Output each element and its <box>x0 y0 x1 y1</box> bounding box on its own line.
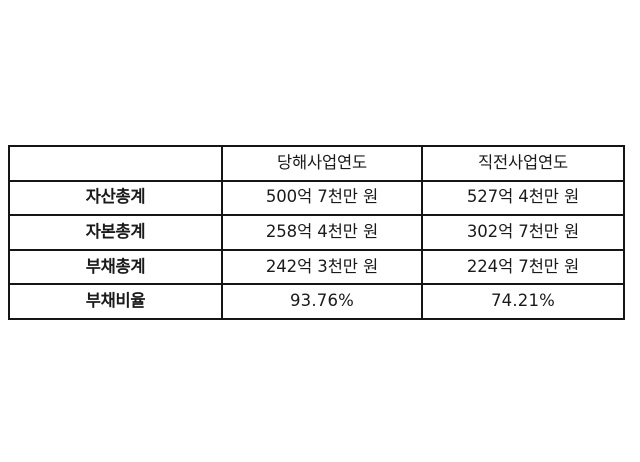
cell-total-equity-previous: 302억 7천만 원 <box>421 214 625 251</box>
table-row: 자산총계 500억 7천만 원 527억 4천만 원 <box>8 179 625 217</box>
column-header-previous-year: 직전사업연도 <box>421 145 625 182</box>
financial-summary-table: 당해사업연도 직전사업연도 자산총계 500억 7천만 원 527억 4천만 원… <box>8 145 625 320</box>
financial-summary-table-container: 당해사업연도 직전사업연도 자산총계 500억 7천만 원 527억 4천만 원… <box>8 145 625 320</box>
cell-debt-ratio-previous: 74.21% <box>421 283 625 320</box>
cell-debt-ratio-current: 93.76% <box>221 283 423 320</box>
cell-total-liabilities-previous: 224억 7천만 원 <box>421 248 625 286</box>
row-label-total-assets: 자산총계 <box>8 179 223 217</box>
cell-total-equity-current: 258억 4천만 원 <box>221 214 423 251</box>
cell-total-assets-current: 500억 7천만 원 <box>221 179 423 217</box>
cell-total-assets-previous: 527억 4천만 원 <box>421 179 625 217</box>
column-header-current-year: 당해사업연도 <box>221 145 423 182</box>
table-header-row: 당해사업연도 직전사업연도 <box>8 145 625 182</box>
table-row: 자본총계 258억 4천만 원 302억 7천만 원 <box>8 214 625 251</box>
row-label-debt-ratio: 부채비율 <box>8 283 223 320</box>
cell-total-liabilities-current: 242억 3천만 원 <box>221 248 423 286</box>
table-row: 부채총계 242억 3천만 원 224억 7천만 원 <box>8 248 625 286</box>
row-label-total-liabilities: 부채총계 <box>8 248 223 286</box>
row-label-total-equity: 자본총계 <box>8 214 223 251</box>
table-row: 부채비율 93.76% 74.21% <box>8 283 625 320</box>
table-corner-cell <box>8 145 223 182</box>
